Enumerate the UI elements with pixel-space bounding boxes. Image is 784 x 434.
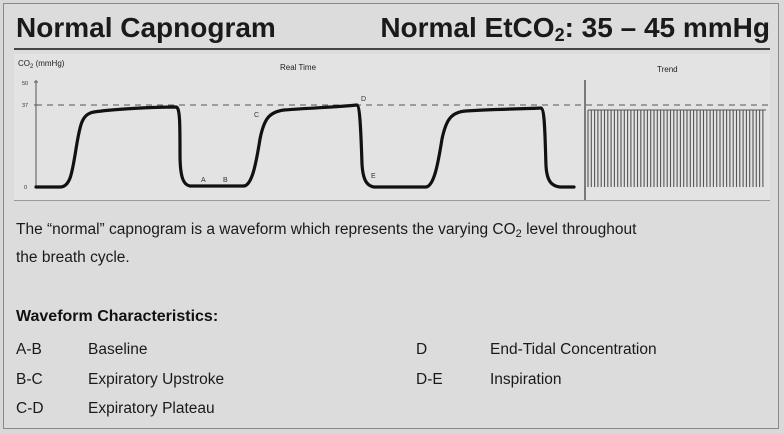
point-label-d: D — [361, 96, 366, 103]
y-axis-label: CO2 (mmHg) — [18, 59, 65, 70]
header: Normal Capnogram Normal EtCO2: 35 – 45 m… — [0, 0, 784, 48]
char-label-d: End-Tidal Concentration — [490, 341, 657, 358]
range-prefix: Normal EtCO — [380, 12, 555, 43]
description-line1-prefix: The “normal” capnogram is a waveform whi… — [16, 221, 516, 238]
characteristics-title: Waveform Characteristics: — [16, 308, 219, 325]
realtime-label: Real Time — [280, 63, 317, 72]
capnogram-chart-area: CO2 (mmHg) Real Time Trend 50 37 0 A B C… — [14, 54, 770, 201]
char-code-de: D-E — [416, 371, 443, 388]
y-tick-0: 0 — [24, 185, 27, 191]
point-label-a: A — [201, 177, 206, 184]
description-line1-suffix: level throughout — [521, 221, 637, 238]
point-label-c: C — [254, 112, 259, 119]
char-label-ab: Baseline — [88, 341, 148, 358]
char-label-de: Inspiration — [490, 371, 562, 388]
range-subscript: 2 — [554, 25, 565, 45]
y-tick-37: 37 — [22, 103, 28, 109]
char-code-bc: B-C — [16, 371, 43, 388]
trend-bars — [587, 109, 766, 187]
range-suffix: : 35 – 45 mmHg — [564, 12, 770, 43]
page-title: Normal Capnogram — [16, 12, 276, 43]
description-line2: the breath cycle. — [16, 249, 130, 266]
etco2-range-title: Normal EtCO2: 35 – 45 mmHg — [380, 12, 770, 46]
point-label-e: E — [371, 173, 376, 180]
point-label-b: B — [223, 177, 228, 184]
header-rule — [14, 48, 770, 50]
char-code-ab: A-B — [16, 341, 42, 358]
capnogram-chart: CO2 (mmHg) Real Time Trend 50 37 0 A B C… — [18, 59, 770, 200]
char-label-cd: Expiratory Plateau — [88, 400, 215, 417]
description: The “normal” capnogram is a waveform whi… — [16, 218, 756, 270]
trend-label: Trend — [657, 65, 678, 74]
description-subscript: 2 — [515, 228, 522, 240]
char-code-d: D — [416, 341, 428, 358]
y-tick-50: 50 — [22, 81, 28, 87]
char-code-cd: C-D — [16, 400, 44, 417]
realtime-waveform — [34, 103, 576, 189]
char-label-bc: Expiratory Upstroke — [88, 371, 225, 388]
